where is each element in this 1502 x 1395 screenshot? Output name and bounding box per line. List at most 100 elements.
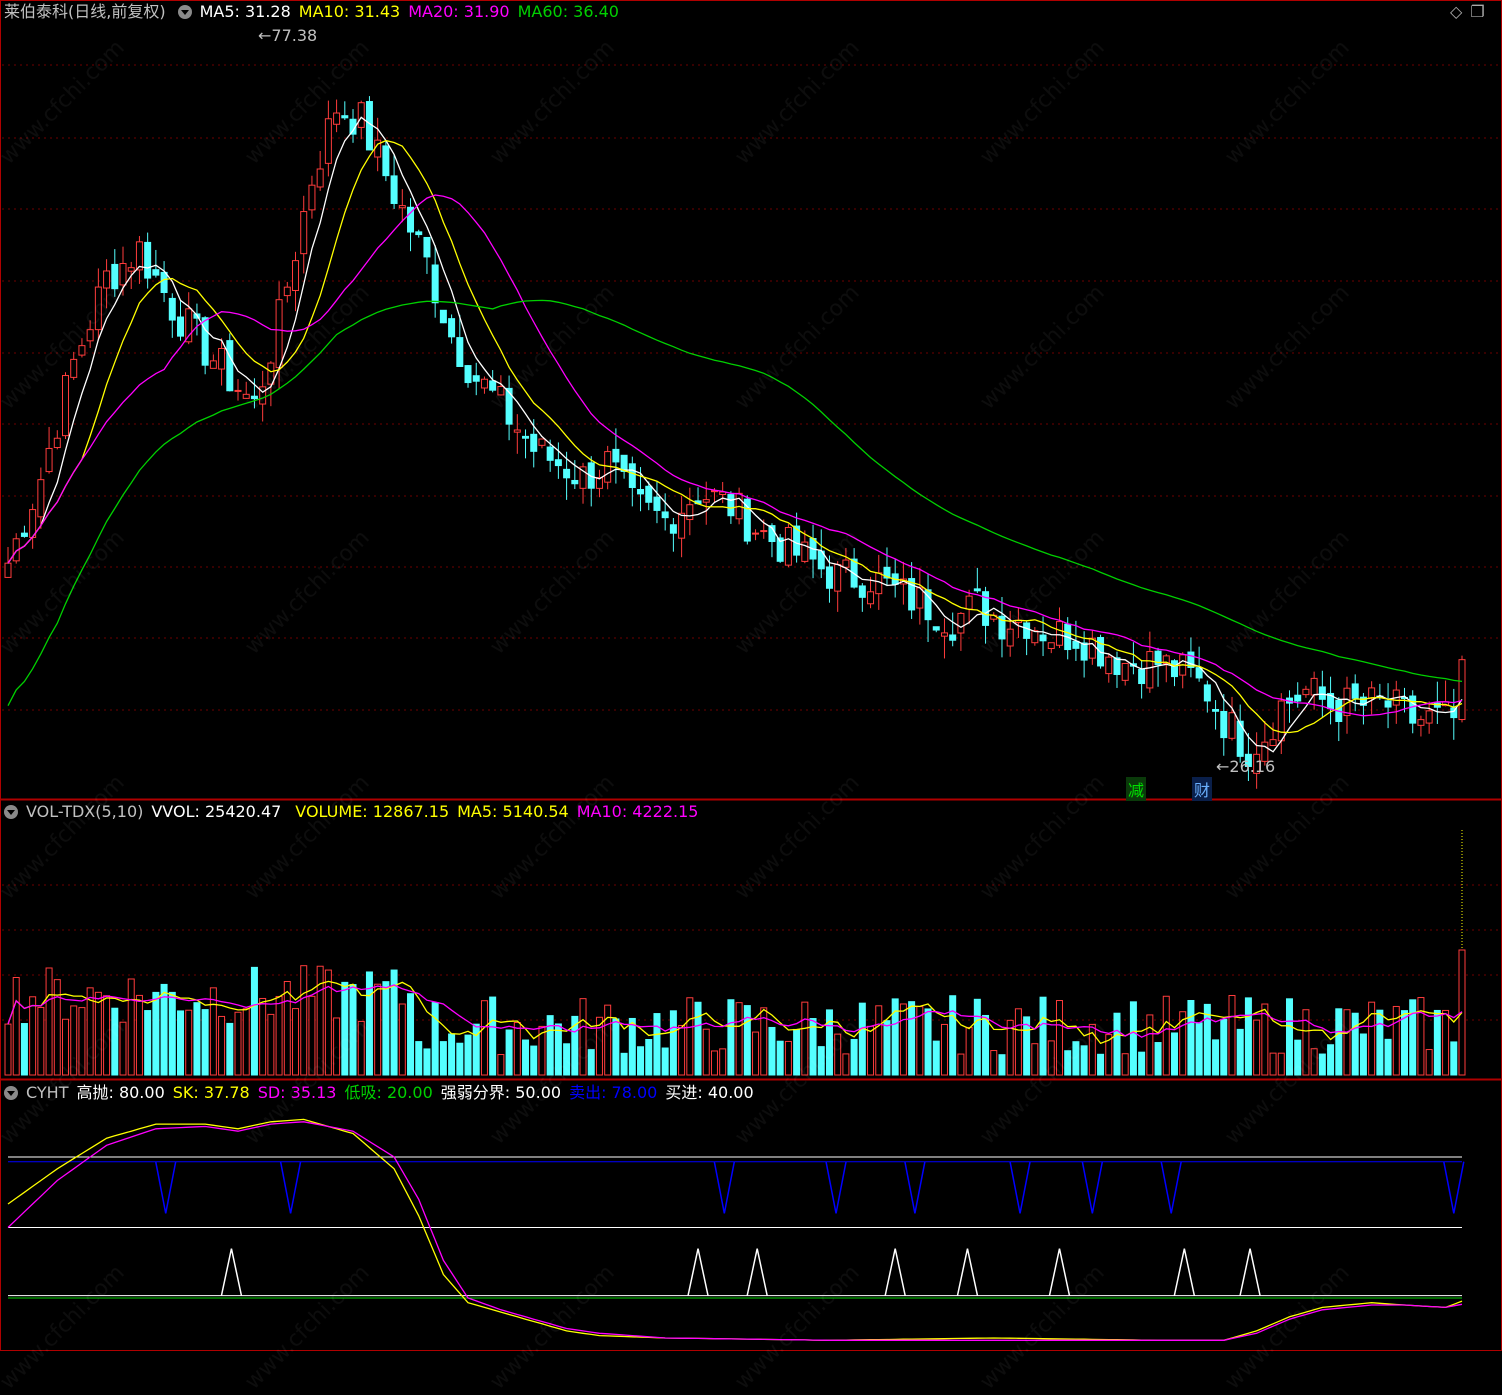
cyht-menu-icon[interactable] — [4, 1086, 18, 1100]
candle-body — [1212, 708, 1220, 712]
sell-signal — [154, 1161, 177, 1214]
candle-body — [867, 591, 875, 605]
volume-bar — [472, 1023, 480, 1076]
candle-body — [267, 362, 275, 385]
volume-bar — [94, 991, 102, 1076]
marker-cai[interactable]: 财 — [1192, 777, 1213, 801]
candle-body — [661, 511, 669, 519]
candle-body — [620, 454, 628, 472]
volume-bar — [538, 1025, 546, 1076]
candle-body — [382, 145, 390, 177]
volume-bar — [563, 1043, 571, 1076]
candle-body — [538, 438, 546, 446]
candle-body — [1359, 696, 1367, 706]
volume-bar — [571, 1015, 579, 1076]
candle-body — [1351, 683, 1359, 699]
candle-body — [398, 205, 406, 209]
candle-body — [1269, 739, 1277, 746]
volume-bar — [45, 967, 53, 1076]
volume-bar — [177, 1010, 185, 1076]
volume-bar — [628, 1017, 636, 1076]
stock-title: 莱伯泰科(日线,前复权) — [4, 2, 166, 21]
candle-body — [497, 386, 505, 396]
volume-bar — [768, 1026, 776, 1076]
marker-jian[interactable]: 减 — [1126, 777, 1147, 801]
vol-ma10-line — [7, 984, 1463, 1038]
volume-bar — [168, 991, 176, 1076]
volume-bar — [119, 1021, 127, 1076]
volume-bar — [185, 1009, 193, 1076]
candle-body — [628, 463, 636, 488]
volume-bar — [702, 1028, 710, 1076]
volume-bar — [883, 1020, 891, 1076]
volume-bar — [53, 979, 61, 1076]
candle-body — [464, 365, 472, 384]
candle-body — [513, 429, 521, 433]
candle-body — [825, 566, 833, 589]
candle-body — [1261, 741, 1269, 762]
volume-bar — [875, 1005, 883, 1076]
volume-bar — [316, 965, 324, 1076]
volume-bar — [259, 997, 267, 1076]
candle-body — [472, 375, 480, 382]
volume-bar — [1294, 1039, 1302, 1076]
panel-menu-icon[interactable] — [177, 5, 192, 19]
candle-body — [209, 360, 217, 369]
candle-body — [1146, 651, 1154, 689]
volume-bar — [1277, 1052, 1285, 1076]
volume-bar — [1351, 1012, 1359, 1076]
volume-bar — [1433, 1009, 1441, 1076]
stock-chart[interactable] — [0, 0, 1502, 1351]
candle-body — [259, 386, 267, 405]
candle-body — [1055, 621, 1063, 646]
volume-bar — [78, 1007, 86, 1076]
mairu-label: 买进: 40.00 — [665, 1083, 754, 1102]
volume-bar — [1228, 995, 1236, 1076]
candle-body — [489, 380, 497, 391]
volume-bar — [867, 1025, 875, 1076]
volume-bar — [982, 1014, 990, 1076]
volume-bar — [1253, 1019, 1261, 1076]
volume-bar — [908, 1001, 916, 1076]
ma60-label: MA60: 36.40 — [517, 2, 619, 21]
candle-body — [185, 308, 193, 343]
volume-bar — [1031, 1043, 1039, 1076]
candle-body — [1244, 753, 1252, 767]
candle-body — [53, 437, 61, 449]
volume-bar — [12, 977, 20, 1076]
volume-bar — [275, 995, 283, 1076]
candle-body — [456, 337, 464, 367]
candle-body — [1368, 687, 1376, 699]
volume-bar — [333, 1017, 341, 1076]
diamond-icon[interactable]: ◇ — [1450, 2, 1463, 21]
volume-bar — [308, 995, 316, 1076]
candle-body — [160, 271, 168, 294]
sell-signal — [713, 1161, 736, 1214]
volume-bar — [1129, 1001, 1137, 1076]
volume-bar — [1097, 1053, 1105, 1076]
volume-bar — [111, 1007, 119, 1076]
volume-bar — [292, 1008, 300, 1076]
volume-bar — [242, 1008, 250, 1076]
volume-bar — [1146, 1014, 1154, 1076]
candle-body — [587, 462, 595, 489]
volume-bar — [530, 1045, 538, 1076]
volume-bar — [743, 1005, 751, 1076]
volume-bar — [694, 1001, 702, 1076]
volume-bar — [300, 965, 308, 1076]
candle-body — [70, 358, 78, 378]
restore-window-icon[interactable]: ❐ — [1470, 2, 1485, 21]
candle-body — [423, 236, 431, 258]
volume-bar — [620, 1052, 628, 1076]
volume-bar — [201, 1009, 209, 1076]
candle-body — [727, 494, 735, 517]
candle-body — [119, 263, 127, 286]
volume-bar — [431, 1002, 439, 1076]
vol-menu-icon[interactable] — [4, 805, 18, 819]
volume-bar — [1269, 1052, 1277, 1076]
buy-signal — [884, 1248, 906, 1296]
candle-body — [234, 389, 242, 392]
candle-body — [20, 532, 28, 537]
buy-signal — [687, 1248, 709, 1296]
candle-body — [357, 102, 365, 128]
